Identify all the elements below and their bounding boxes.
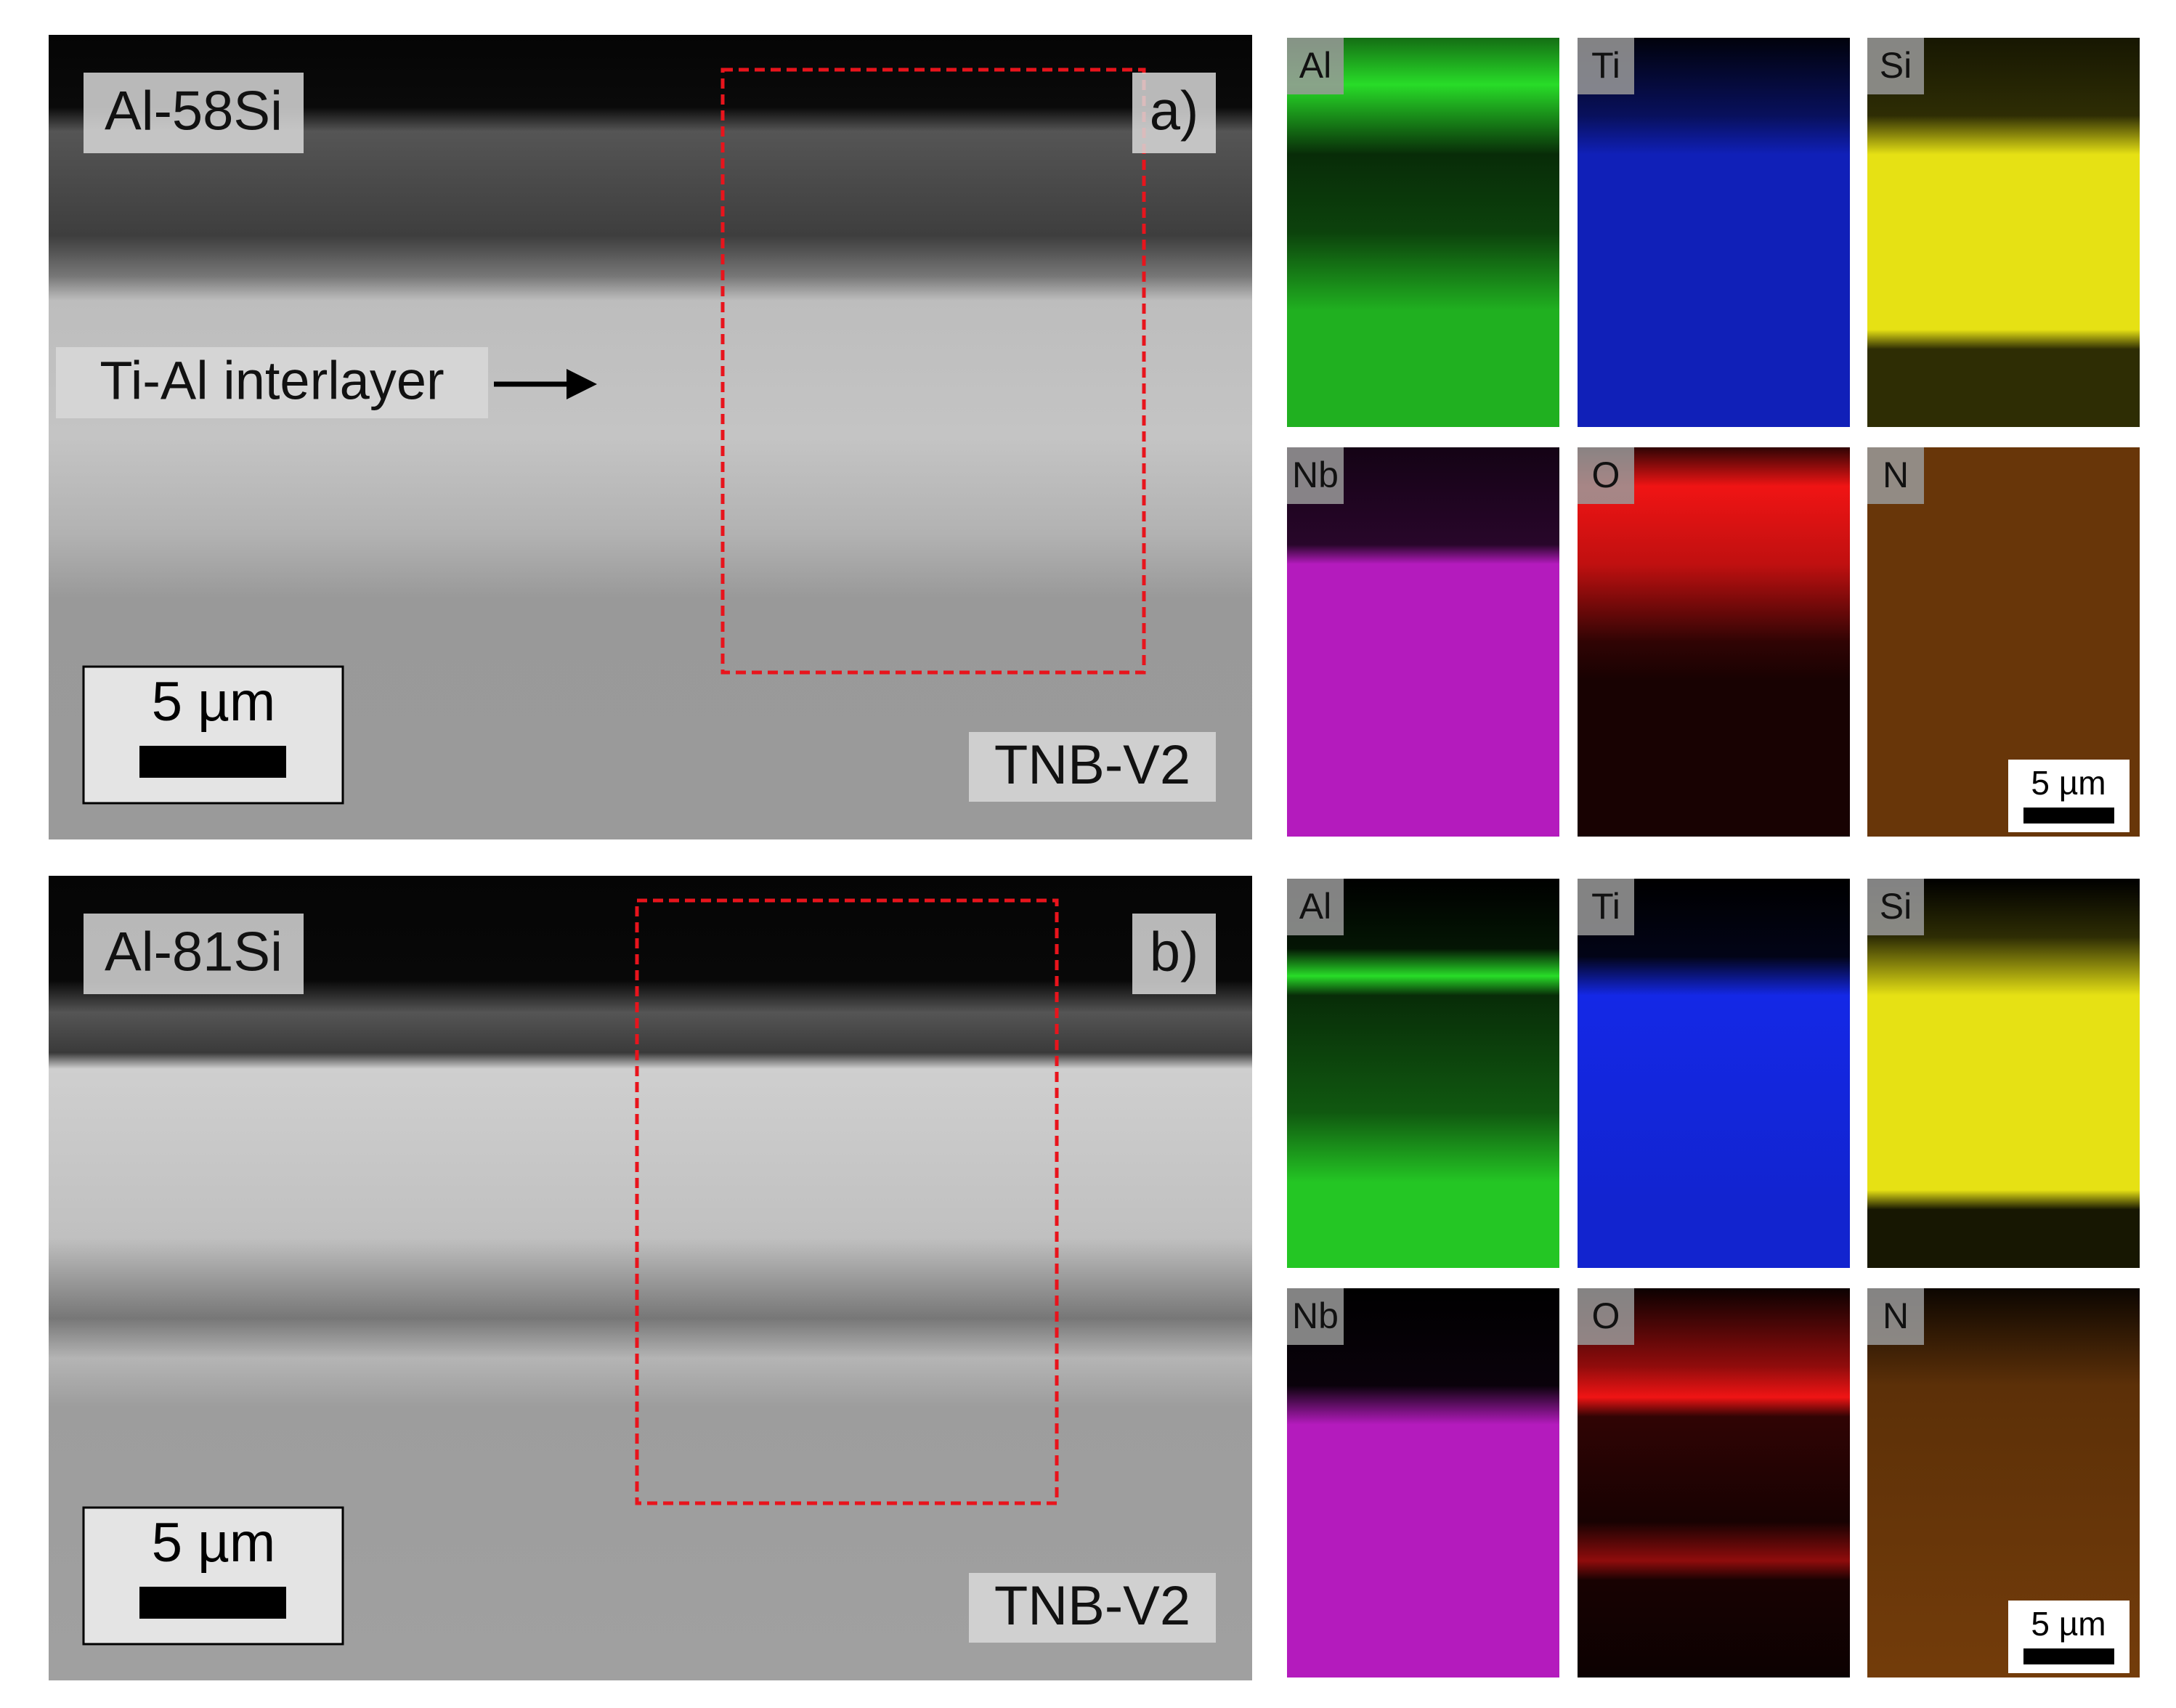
map-label-box (1287, 1288, 1344, 1345)
element-map (1578, 1288, 1850, 1678)
map-label: O (1592, 455, 1620, 495)
scale-box (82, 1506, 344, 1646)
region-box (635, 898, 1059, 1505)
sample-label-box (84, 914, 304, 994)
panel-letter-box (1132, 73, 1216, 153)
substrate-label: TNB-V2 (994, 734, 1190, 796)
map-label-box (1287, 447, 1344, 504)
substrate-label: TNB-V2 (994, 1575, 1190, 1637)
map-scale-label: 5 µm (2031, 1605, 2106, 1643)
map-label: Nb (1292, 455, 1339, 495)
map-label-box (1287, 879, 1344, 935)
substrate-label-box (969, 1573, 1216, 1643)
map-label-box (1867, 879, 1924, 935)
sample-label: Al-58Si (105, 81, 283, 142)
map-label: Al (1299, 886, 1331, 927)
map-label-box (1578, 447, 1634, 504)
map-scale-bar (2023, 1648, 2114, 1664)
panel-letter: a) (1150, 81, 1199, 142)
map-label-box (1867, 38, 1924, 94)
map-label: N (1883, 1296, 1909, 1336)
map-label: Nb (1292, 1296, 1339, 1336)
sample-label-box (84, 73, 304, 153)
map-scale-bar (2023, 808, 2114, 824)
scale-box (82, 665, 344, 805)
region-box (720, 68, 1146, 675)
map-label: Al (1299, 45, 1331, 86)
element-map (1287, 447, 1559, 837)
map-label: O (1592, 1296, 1620, 1336)
map-scale-label: 5 µm (2031, 764, 2106, 802)
map-label: Ti (1591, 45, 1620, 86)
interlayer-label: Ti-Al interlayer (100, 351, 444, 411)
element-map (1578, 447, 1850, 837)
panel-letter: b) (1150, 922, 1199, 983)
map-label: N (1883, 455, 1909, 495)
map-label-box (1578, 1288, 1634, 1345)
map-label-box (1287, 38, 1344, 94)
element-map (1578, 879, 1850, 1268)
element-map (1867, 38, 2140, 427)
scale-label: 5 µm (152, 1512, 275, 1574)
element-map (1287, 38, 1559, 427)
element-map (1867, 879, 2140, 1268)
map-label-box (1578, 879, 1634, 935)
element-map (1287, 879, 1559, 1268)
map-label: Si (1880, 45, 1912, 86)
interlayer-label-box (56, 347, 488, 418)
map-label-box (1867, 1288, 1924, 1345)
panel-letter-box (1132, 914, 1216, 994)
scale-label: 5 µm (152, 671, 275, 733)
sample-label: Al-81Si (105, 922, 283, 983)
map-label-box (1578, 38, 1634, 94)
map-label-box (1867, 447, 1924, 504)
scale-bar (139, 746, 286, 778)
element-map (1578, 38, 1850, 427)
substrate-label-box (969, 732, 1216, 802)
map-label: Ti (1591, 886, 1620, 927)
element-map (1287, 1288, 1559, 1678)
map-label: Si (1880, 886, 1912, 927)
scale-bar (139, 1587, 286, 1619)
